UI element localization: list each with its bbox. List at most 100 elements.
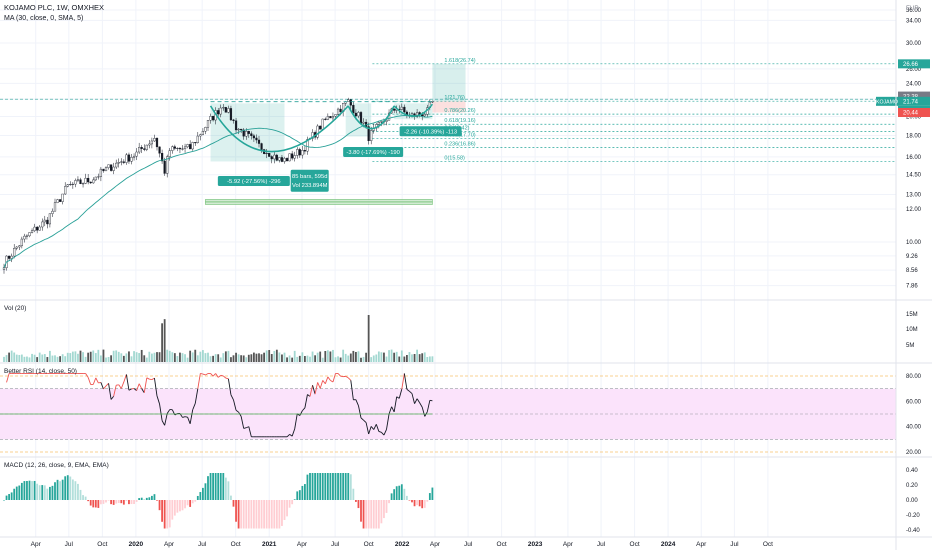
- candle-body: [319, 125, 322, 130]
- candle-body: [102, 168, 105, 172]
- rsi-segment: [212, 373, 216, 377]
- rsi-segment: [388, 406, 393, 415]
- price-badge-target-text: 26.66: [903, 62, 919, 68]
- time-tick-label: 2023: [528, 541, 543, 548]
- macd-bar: [375, 500, 378, 529]
- volume-bar: [5, 355, 8, 362]
- grid: [0, 0, 896, 537]
- volume-bar: [181, 353, 184, 362]
- volume-bar: [275, 349, 278, 362]
- rsi-segment: [223, 375, 227, 379]
- candle-body: [339, 108, 342, 112]
- macd-bar: [143, 499, 146, 500]
- rsi-segment: [393, 396, 398, 412]
- symbol-title[interactable]: KOJAMO PLC, 1W, OMXHEX: [4, 3, 104, 12]
- volume-bar: [100, 355, 102, 362]
- macd-bar: [36, 483, 39, 500]
- macd-bar: [186, 500, 189, 506]
- candle-body: [347, 99, 350, 103]
- candle-body: [385, 120, 388, 122]
- candle-body: [178, 147, 182, 150]
- macd-bar: [49, 486, 51, 500]
- candle-body: [423, 114, 426, 117]
- candle-body: [135, 151, 138, 157]
- volume-bar: [41, 354, 44, 362]
- candle-body: [48, 213, 51, 225]
- volume-bar: [94, 353, 97, 362]
- macd-bar: [71, 479, 74, 500]
- candle-body: [33, 226, 36, 231]
- rsi-segment: [95, 377, 99, 384]
- volume-bar: [117, 351, 120, 362]
- macd-bar: [306, 474, 309, 500]
- volume-bar: [15, 354, 18, 362]
- price-tick-label: 30.00: [906, 41, 922, 47]
- fib-level-label: 0(15.58): [444, 156, 465, 162]
- candle-body: [257, 139, 261, 144]
- rsi-segment: [113, 385, 117, 397]
- rsi-segment: [391, 406, 395, 413]
- candle-body: [247, 130, 250, 134]
- range-label-bg: [290, 169, 329, 192]
- rsi-segment: [118, 384, 122, 389]
- macd-bar: [28, 480, 31, 500]
- moving-average-line: [3, 114, 433, 268]
- macd-bar: [110, 500, 112, 505]
- price-tick-label: 34.00: [906, 18, 922, 24]
- candle-body: [222, 107, 225, 109]
- volume-bar: [51, 355, 54, 362]
- macd-legend[interactable]: MACD (12, 26, close, 9, EMA, EMA): [4, 462, 109, 469]
- volume-bar: [148, 351, 151, 362]
- macd-bar: [77, 483, 79, 500]
- ma-legend[interactable]: MA (30, close, 0, SMA, 5): [4, 15, 83, 22]
- rsi-segment: [246, 426, 249, 429]
- time-tick-label: Jul: [730, 541, 739, 548]
- volume-legend[interactable]: Vol (20): [4, 305, 26, 312]
- macd-bar: [212, 473, 214, 500]
- macd-bar: [329, 473, 332, 500]
- time-tick-label: Jul: [464, 541, 473, 548]
- price-tick-label: 20.00: [906, 114, 922, 120]
- candle-body: [311, 132, 314, 139]
- volume-bar: [43, 354, 46, 362]
- macd-bar: [395, 486, 398, 500]
- macd-bar: [408, 500, 411, 501]
- candle-body: [245, 130, 248, 137]
- volume-bar: [258, 353, 260, 362]
- volume-bar: [194, 349, 197, 362]
- volume-bar: [260, 354, 263, 362]
- rsi-segment: [194, 388, 199, 404]
- volume-bar: [3, 356, 5, 362]
- time-tick-label: Jul: [65, 541, 74, 548]
- volume-bar: [97, 349, 100, 362]
- rsi-legend[interactable]: Better RSI (14, close, 50): [4, 368, 77, 375]
- macd-bar: [31, 481, 33, 500]
- candle-body: [127, 154, 131, 162]
- candle-body: [59, 199, 62, 202]
- rsi-segment: [146, 377, 150, 380]
- candle-body: [76, 179, 80, 181]
- candle-body: [403, 106, 406, 113]
- macd-bar: [184, 500, 186, 509]
- volume-bar: [240, 355, 243, 362]
- volume-bar: [265, 350, 268, 362]
- volume-bar: [334, 357, 337, 362]
- rsi-segment: [108, 383, 112, 400]
- candle-body: [66, 184, 69, 187]
- rsi-segment: [403, 373, 408, 390]
- volume-bar: [143, 355, 146, 362]
- candle-body: [109, 164, 113, 171]
- volume-bar: [28, 357, 31, 362]
- rsi-segment: [347, 377, 352, 381]
- volume-bar: [140, 349, 143, 362]
- rsi-segment: [143, 377, 148, 393]
- fib-level-label: 0.786(20.26): [444, 108, 475, 114]
- candle-body: [104, 167, 108, 172]
- volume-bar: [186, 357, 189, 362]
- volume-bar: [69, 353, 72, 362]
- time-tick-label: Apr: [430, 541, 441, 548]
- candle-body: [79, 179, 82, 185]
- volume-bar: [324, 351, 327, 362]
- candle-body: [74, 180, 77, 185]
